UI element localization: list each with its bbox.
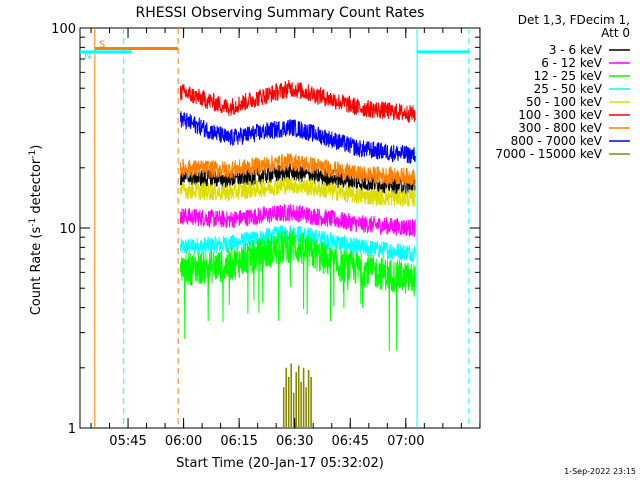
y-tick-label: 1 xyxy=(68,422,76,437)
legend-header: Att 0 xyxy=(601,26,630,40)
y-axis-label: Count Rate (s-1 detector-1) xyxy=(28,145,44,316)
chart-title: RHESSI Observing Summary Count Rates xyxy=(136,5,425,21)
legend-label: 50 - 100 keV xyxy=(526,95,603,109)
legend-label: 3 - 6 keV xyxy=(549,43,603,57)
x-axis-label: Start Time (20-Jan-17 05:32:02) xyxy=(176,456,384,471)
x-tick-label: 06:00 xyxy=(165,434,202,449)
legend-label: 100 - 300 keV xyxy=(518,108,602,122)
y-tick-label: 100 xyxy=(51,22,76,37)
marker-label: S xyxy=(99,39,105,50)
overlay-vlines xyxy=(94,28,470,428)
legend-label: 800 - 7000 keV xyxy=(511,134,603,148)
legend-label: 300 - 800 keV xyxy=(518,121,602,135)
series-line xyxy=(179,111,416,164)
observing-markers: SN xyxy=(80,39,469,62)
y-axis-ticks: 1 10 100 xyxy=(51,22,480,437)
legend-label: 25 - 50 keV xyxy=(534,82,603,96)
legend-label: 12 - 25 keV xyxy=(534,69,603,83)
marker-label: N xyxy=(84,51,91,62)
legend-header: Det 1,3, FDecim 1, xyxy=(518,13,630,27)
series-line xyxy=(179,153,416,186)
x-tick-label: 06:30 xyxy=(276,434,313,449)
series-line xyxy=(179,230,416,352)
y-tick-label: 10 xyxy=(59,222,76,237)
series-lines xyxy=(179,79,416,427)
legend-label: 6 - 12 keV xyxy=(541,56,603,70)
footer-timestamp: 1-Sep-2022 23:15 xyxy=(564,467,636,476)
x-tick-label: 06:15 xyxy=(220,434,257,449)
x-tick-label: 05:45 xyxy=(109,434,146,449)
series-line xyxy=(179,204,416,237)
legend-label: 7000 - 15000 keV xyxy=(495,147,602,161)
x-tick-label: 07:00 xyxy=(387,434,424,449)
series-line xyxy=(179,176,416,208)
series-line xyxy=(179,79,416,123)
series-line xyxy=(179,224,416,263)
x-tick-label: 06:45 xyxy=(332,434,369,449)
series-line xyxy=(282,363,312,427)
x-axis-ticks: 05:45 06:00 06:15 06:30 06:45 07:00 xyxy=(90,28,481,449)
